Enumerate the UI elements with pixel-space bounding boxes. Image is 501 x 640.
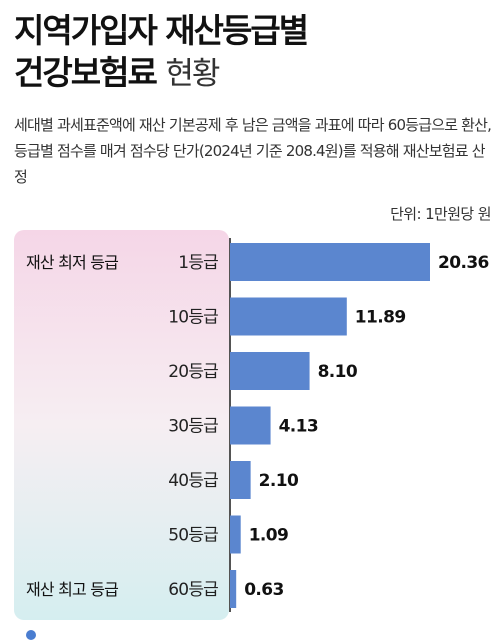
highest-grade-annotation: 재산 최고 등급 bbox=[26, 580, 118, 599]
bar-5 bbox=[230, 461, 251, 499]
value-label: 8.10 bbox=[318, 362, 358, 382]
category-label: 10등급 bbox=[168, 308, 218, 328]
bar-1 bbox=[230, 243, 430, 281]
category-panel bbox=[14, 230, 229, 620]
title-line-1: 지역가입자 재산등급별 bbox=[14, 11, 309, 50]
chart-title: 지역가입자 재산등급별 건강보험료 현황 bbox=[14, 10, 309, 95]
value-label: 11.89 bbox=[355, 308, 406, 328]
category-label: 20등급 bbox=[168, 362, 218, 382]
category-label: 50등급 bbox=[168, 526, 218, 546]
lowest-grade-annotation: 재산 최저 등급 bbox=[26, 253, 118, 272]
category-label: 1등급 bbox=[178, 253, 218, 273]
value-label: 20.36 bbox=[438, 253, 489, 273]
category-label: 30등급 bbox=[168, 417, 218, 437]
title-suffix: 현황 bbox=[165, 56, 220, 92]
bar-7 bbox=[230, 570, 237, 608]
title-line-2: 건강보험료 bbox=[14, 53, 158, 92]
value-label: 2.10 bbox=[259, 471, 299, 491]
chart-description: 세대별 과세표준액에 재산 기본공제 후 남은 금액을 과표에 따라 60등급으… bbox=[14, 116, 492, 186]
value-label: 1.09 bbox=[249, 526, 289, 546]
value-label: 4.13 bbox=[279, 417, 319, 437]
unit-label: 단위: 1만원당 원 bbox=[390, 205, 492, 223]
value-label: 0.63 bbox=[244, 580, 284, 600]
bar-6 bbox=[230, 515, 241, 554]
footer-dot bbox=[26, 630, 36, 640]
bar-2 bbox=[230, 297, 347, 336]
category-label: 60등급 bbox=[168, 580, 218, 600]
bar-4 bbox=[230, 406, 271, 445]
bar-3 bbox=[230, 352, 310, 390]
category-label: 40등급 bbox=[168, 471, 218, 491]
